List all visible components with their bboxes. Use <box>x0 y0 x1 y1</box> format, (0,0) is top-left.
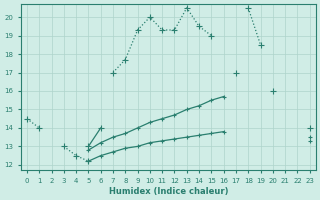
X-axis label: Humidex (Indice chaleur): Humidex (Indice chaleur) <box>108 187 228 196</box>
